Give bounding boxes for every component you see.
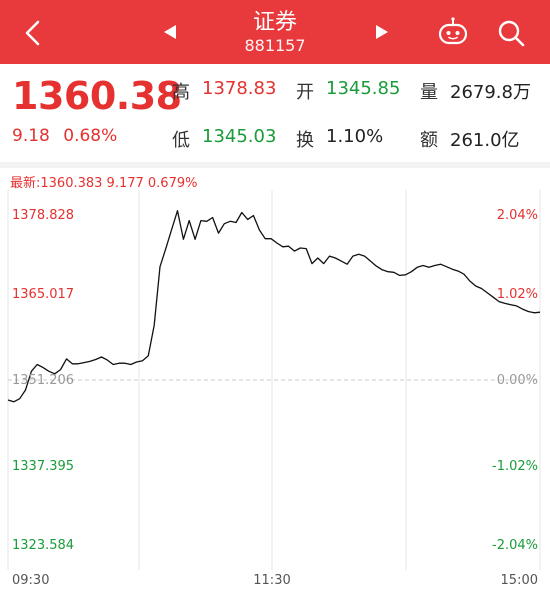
x-tick-label: 15:00 <box>501 573 538 588</box>
turnover-label: 换 <box>296 130 314 151</box>
prev-triangle-icon[interactable] <box>160 22 180 42</box>
quote-panel: 1360.38 9.18 0.68% 高 1378.83 低 1345.03 开… <box>0 64 550 160</box>
robot-icon[interactable] <box>436 16 470 50</box>
amount-value: 261.0亿 <box>450 130 520 151</box>
low-value: 1345.03 <box>202 126 277 147</box>
intraday-line-chart[interactable]: 1378.828 1365.017 1351.206 1337.395 1323.584… <box>0 190 550 591</box>
low-label: 低 <box>172 130 190 151</box>
y-left-tick-label: 1351.206 <box>12 373 74 388</box>
y-left-tick-label: 1337.395 <box>12 459 74 474</box>
open-label: 开 <box>296 82 314 103</box>
high-value: 1378.83 <box>202 78 277 99</box>
price-line <box>7 210 541 403</box>
latest-readout: 最新:1360.383 9.177 0.679% <box>10 176 198 191</box>
x-tick-label: 11:30 <box>253 573 290 588</box>
change-value: 9.18 <box>12 126 50 146</box>
search-icon[interactable] <box>496 18 526 48</box>
y-left-tick-label: 1323.584 <box>12 538 74 553</box>
chart-grid <box>7 190 541 570</box>
volume-label: 量 <box>420 82 438 103</box>
y-right-tick-label: -2.04% <box>492 538 538 553</box>
chart-series <box>7 210 541 403</box>
next-triangle-icon[interactable] <box>372 22 392 42</box>
y-right-tick-label: -1.02% <box>492 459 538 474</box>
amount-label: 额 <box>420 130 438 151</box>
y-right-tick-label: 0.00% <box>497 373 538 388</box>
volume-value: 2679.8万 <box>450 82 531 103</box>
price-change: 9.18 0.68% <box>12 126 117 146</box>
y-right-tick-label: 1.02% <box>497 287 538 302</box>
y-right-tick-label: 2.04% <box>497 208 538 223</box>
high-label: 高 <box>172 82 190 103</box>
x-tick-label: 09:30 <box>12 573 49 588</box>
chart-labels: 1378.828 1365.017 1351.206 1337.395 1323.584… <box>12 208 538 588</box>
y-left-tick-label: 1365.017 <box>12 287 74 302</box>
turnover-value: 1.10% <box>326 126 384 147</box>
header-bar: 证券 881157 <box>0 0 550 64</box>
page-title: 证券 <box>252 10 297 35</box>
section-divider <box>0 162 550 168</box>
open-value: 1345.85 <box>326 78 401 99</box>
change-percent: 0.68% <box>63 126 118 146</box>
stock-code: 881157 <box>244 36 306 55</box>
current-price: 1360.38 <box>12 74 182 118</box>
back-arrow-icon[interactable] <box>18 18 48 48</box>
y-left-tick-label: 1378.828 <box>12 208 74 223</box>
